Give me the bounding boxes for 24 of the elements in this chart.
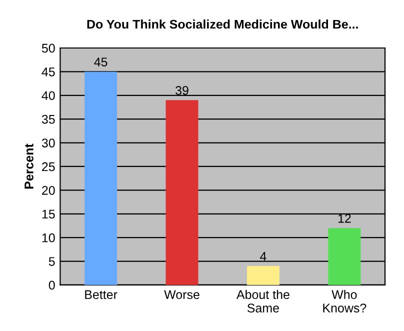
bar (84, 72, 118, 285)
x-tick-label: About the Same (236, 290, 290, 312)
y-tick-label: 25 (42, 162, 55, 172)
chart-title: Do You Think Socialized Medicine Would Be... (87, 19, 358, 29)
x-tick-label: Who Knows? (323, 290, 366, 312)
y-axis-title: Percent (24, 144, 34, 189)
bar (328, 228, 361, 285)
y-tick-label: 50 (42, 44, 55, 53)
y-tick-label: 40 (42, 91, 55, 100)
x-tick-label: Better (85, 290, 118, 300)
y-tick-label: 15 (42, 210, 55, 219)
y-tick-label: 5 (48, 257, 55, 266)
y-tick-label: 10 (42, 233, 55, 242)
y-tick-label: 20 (42, 186, 55, 195)
y-tick-label: 45 (42, 68, 55, 76)
bar (166, 100, 198, 285)
x-tick-label: Worse (164, 290, 200, 300)
data-label: 4 (260, 252, 266, 261)
y-tick-label: 35 (42, 114, 55, 124)
data-label: 39 (176, 86, 188, 95)
y-tick-label: 0 (48, 280, 55, 290)
y-tick-label: 30 (42, 138, 55, 148)
data-label: 45 (94, 58, 108, 66)
bar (246, 266, 280, 285)
